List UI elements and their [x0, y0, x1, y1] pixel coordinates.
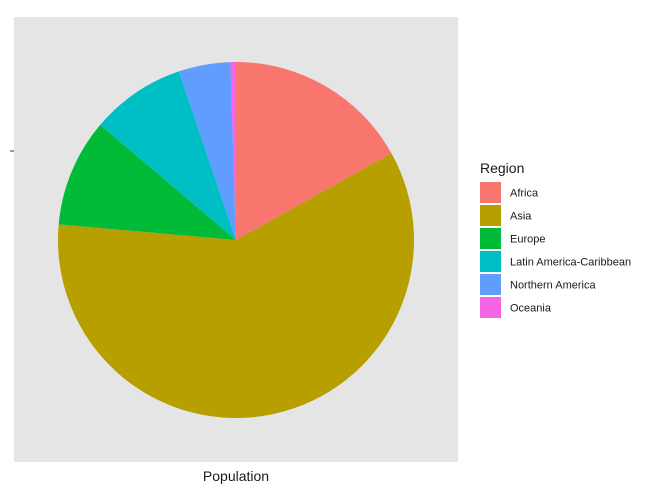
- legend-key-africa: [480, 182, 501, 203]
- legend-key-oceania: [480, 297, 501, 318]
- legend-key-europe: [480, 228, 501, 249]
- legend-label: Europe: [510, 234, 545, 246]
- legend-label: Oceania: [510, 303, 552, 315]
- legend-label: Latin America-Caribbean: [510, 257, 631, 269]
- legend-label: Asia: [510, 211, 532, 223]
- legend-title: Region: [480, 160, 524, 176]
- legend: Africa Asia Europe Latin America-Caribbean N…: [480, 182, 631, 318]
- pie-slice-northern-america: [178, 62, 236, 241]
- pie-slice-europe: [58, 124, 236, 240]
- pie-slice-africa: [236, 62, 392, 240]
- legend-label: Northern America: [510, 280, 596, 292]
- legend-key-latin-america-caribbean: [480, 251, 501, 272]
- pie-slice-asia: [58, 153, 415, 418]
- x-axis-title: Population: [203, 468, 269, 484]
- pie-slice-oceania: [230, 62, 236, 240]
- legend-key-northern-america: [480, 274, 501, 295]
- legend-label: Africa: [510, 188, 539, 200]
- legend-key-asia: [480, 205, 501, 226]
- pie-slice-latin-america-caribbean: [100, 71, 236, 240]
- pie-slices: [58, 62, 415, 418]
